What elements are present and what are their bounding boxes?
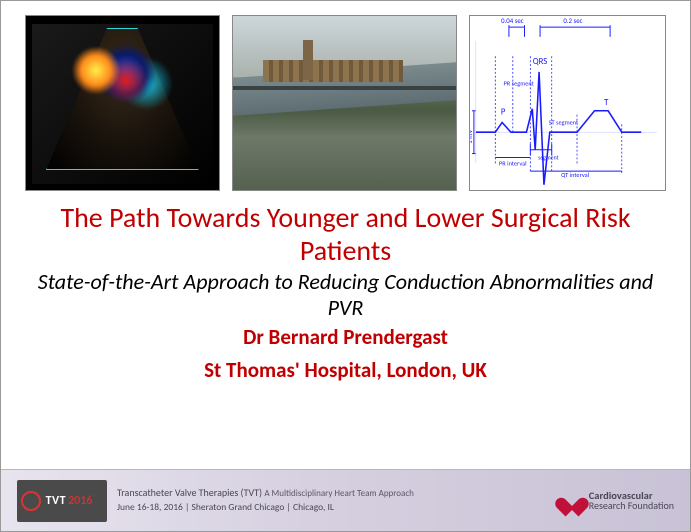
- footer-bar: TVT 2016 Transcatheter Valve Therapies (…: [1, 469, 690, 531]
- ring-icon: [21, 491, 41, 511]
- london-aerial-image: [232, 15, 458, 191]
- footer-line1-sub: A Multidisciplinary Heart Team Approach: [264, 488, 414, 499]
- tvt-text: TVT: [46, 494, 66, 508]
- ecg-pr-seg: PR segment: [504, 79, 534, 87]
- crf-line2: Research Foundation: [589, 499, 674, 512]
- tvt-year: 2016: [68, 494, 92, 508]
- author-name: Dr Bernard Prendergast: [31, 324, 660, 350]
- ecg-diagram: 0.04 sec 0.2 sec 1 mV: [469, 15, 666, 191]
- bridge-icon: [233, 86, 457, 90]
- bigben-icon: [303, 40, 313, 80]
- ecg-svg: 0.04 sec 0.2 sec 1 mV: [470, 16, 665, 190]
- ecg-pr-int: PR interval: [499, 159, 526, 167]
- heart-icon: [561, 490, 583, 510]
- parliament-icon: [263, 60, 403, 82]
- ecg-st-seg: ST segment: [549, 118, 578, 126]
- ecg-p-label: P: [501, 108, 506, 118]
- footer-line1-main: Transcatheter Valve Therapies (TVT): [117, 486, 262, 499]
- slide-title: The Path Towards Younger and Lower Surgi…: [31, 201, 660, 267]
- ecg-t2: 0.2 sec: [564, 17, 583, 25]
- ecg-qrs-label: QRS: [533, 57, 548, 67]
- footer-info: Transcatheter Valve Therapies (TVT) A Mu…: [117, 487, 414, 513]
- slide-subtitle: State-of-the-Art Approach to Reducing Co…: [31, 269, 660, 321]
- text-block: The Path Towards Younger and Lower Surgi…: [1, 191, 690, 383]
- echo-doppler-flow: [60, 44, 180, 110]
- echo-image: [25, 15, 220, 191]
- ecg-ylabel: 1 mV: [470, 129, 474, 143]
- footer-line2: June 16-18, 2016 | Sheraton Grand Chicag…: [117, 502, 414, 514]
- affiliation: St Thomas' Hospital, London, UK: [31, 357, 660, 383]
- tvt-badge: TVT 2016: [17, 480, 107, 522]
- crf-text: Cardiovascular Research Foundation: [589, 490, 674, 512]
- ecg-seg-small: segment: [539, 153, 559, 161]
- slide: 0.04 sec 0.2 sec 1 mV: [0, 0, 691, 532]
- ecg-t1: 0.04 sec: [502, 17, 525, 25]
- ecg-qt-int: QT interval: [562, 171, 590, 179]
- footer-left: TVT 2016 Transcatheter Valve Therapies (…: [17, 480, 414, 522]
- footer-right: Cardiovascular Research Foundation: [561, 490, 674, 512]
- ecg-t-label: T: [605, 98, 610, 108]
- image-row: 0.04 sec 0.2 sec 1 mV: [1, 1, 690, 191]
